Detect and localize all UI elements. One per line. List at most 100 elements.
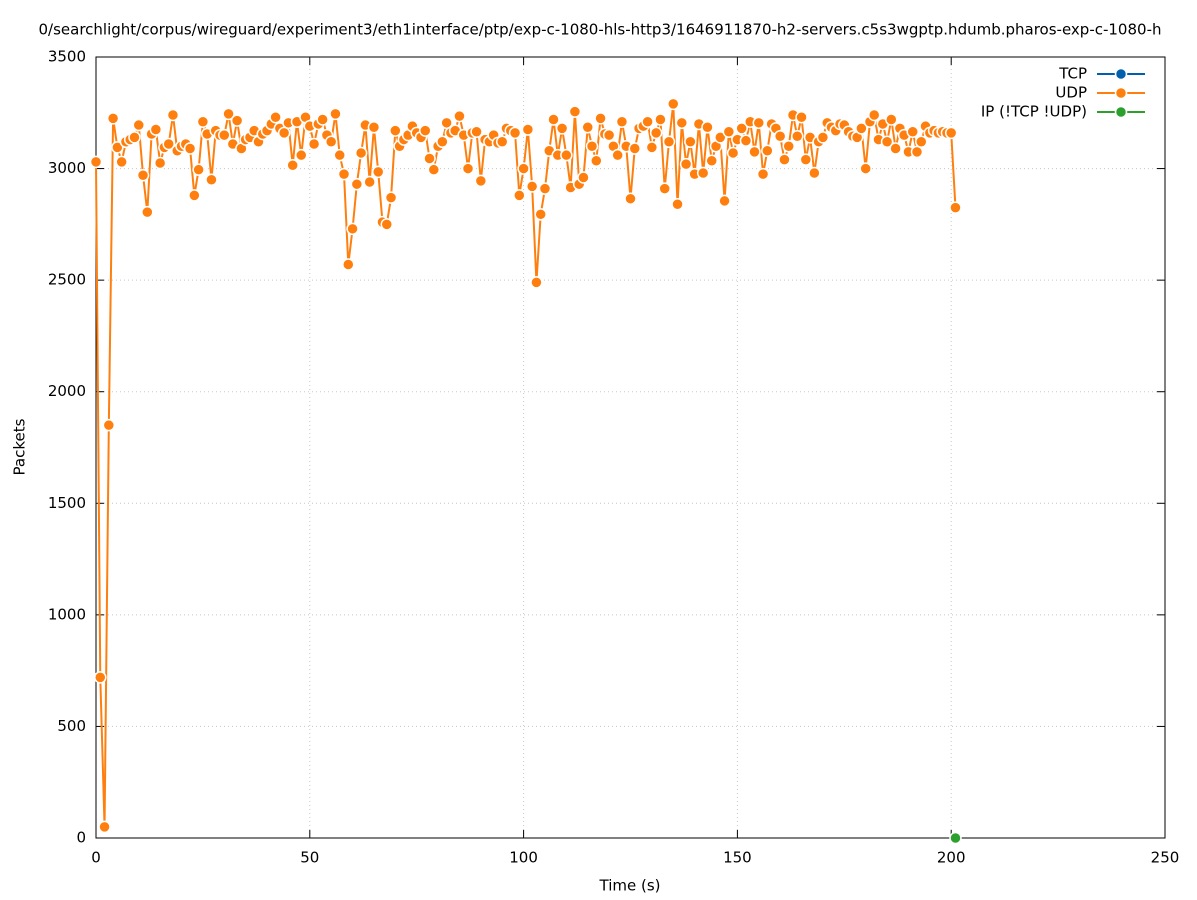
- data-point: [752, 116, 766, 130]
- data-point: [773, 129, 787, 143]
- data-point: [855, 122, 868, 135]
- data-point: [162, 137, 175, 151]
- data-point: [517, 162, 530, 175]
- data-point: [944, 126, 958, 140]
- data-point: [949, 831, 962, 845]
- x-tick-label: 100: [509, 849, 538, 867]
- data-point: [611, 148, 624, 162]
- data-point: [389, 124, 402, 137]
- data-point: [196, 115, 210, 128]
- data-point: [436, 135, 449, 149]
- data-point: [782, 140, 795, 153]
- x-axis-label: Time (s): [599, 877, 661, 895]
- data-point: [342, 258, 355, 271]
- data-point: [906, 125, 919, 139]
- y-tick-label: 3500: [48, 48, 86, 66]
- data-point: [880, 135, 894, 149]
- data-point: [560, 148, 573, 162]
- plot-frame: [95, 56, 1166, 839]
- data-point: [307, 137, 321, 151]
- data-point: [286, 158, 299, 172]
- data-point: [419, 124, 432, 137]
- data-point: [380, 218, 394, 231]
- data-point: [602, 128, 616, 142]
- data-point: [363, 175, 376, 189]
- data-point: [346, 222, 359, 236]
- data-point: [427, 163, 441, 176]
- data-point: [808, 166, 821, 180]
- data-point: [555, 122, 569, 135]
- y-tick-label: 2500: [48, 271, 86, 289]
- data-point: [735, 122, 748, 135]
- data-point: [714, 131, 727, 144]
- data-point: [722, 125, 736, 139]
- legend-label: TCP: [1058, 65, 1087, 83]
- y-tick-label: 1500: [48, 494, 86, 512]
- data-point: [371, 165, 385, 179]
- data-point: [867, 108, 881, 122]
- data-point: [222, 107, 235, 121]
- data-point: [153, 156, 167, 170]
- data-point: [581, 121, 594, 134]
- series-line: [95, 103, 957, 827]
- data-point: [106, 112, 120, 125]
- data-point: [718, 194, 731, 208]
- data-point: [949, 201, 962, 214]
- data-point: [166, 108, 180, 122]
- data-point: [132, 118, 146, 132]
- data-point: [641, 115, 654, 128]
- data-point: [791, 129, 804, 143]
- data-point: [98, 820, 111, 834]
- data-point: [615, 115, 629, 128]
- data-point: [568, 105, 582, 118]
- data-point: [799, 153, 813, 166]
- data-point: [705, 154, 718, 168]
- x-tick-label: 150: [723, 849, 752, 867]
- data-point: [294, 148, 308, 162]
- x-tick-label: 200: [937, 849, 966, 867]
- data-point: [534, 208, 547, 221]
- data-point: [192, 163, 205, 176]
- data-point: [889, 142, 902, 155]
- data-point: [474, 174, 488, 188]
- y-tick-label: 0: [76, 829, 86, 847]
- chart-title: 0/searchlight/corpus/wireguard/experimen…: [38, 21, 1161, 39]
- data-point: [679, 157, 693, 171]
- data-point: [756, 167, 770, 181]
- data-point: [739, 134, 753, 147]
- x-tick-label: 250: [1151, 849, 1180, 867]
- data-point: [590, 154, 603, 168]
- legend-label: IP (!TCP !UDP): [981, 103, 1087, 121]
- data-point: [115, 155, 128, 169]
- data-point: [671, 198, 684, 211]
- data-point: [594, 112, 607, 125]
- data-point: [538, 182, 552, 195]
- legend-marker: [1114, 105, 1128, 119]
- data-point: [149, 123, 163, 136]
- data-point: [329, 107, 342, 121]
- data-point: [525, 180, 539, 193]
- data-point: [269, 110, 282, 124]
- data-point: [495, 135, 509, 149]
- y-tick-label: 3000: [48, 159, 86, 177]
- data-point: [726, 146, 740, 160]
- legend-marker: [1114, 86, 1128, 100]
- data-point: [354, 146, 368, 160]
- data-point: [128, 131, 141, 144]
- data-point: [684, 135, 697, 149]
- data-point: [761, 144, 774, 157]
- y-tick-label: 2000: [48, 382, 86, 400]
- data-point: [577, 171, 590, 184]
- data-point: [513, 189, 526, 202]
- data-point: [885, 113, 898, 126]
- legend-marker: [1114, 67, 1128, 81]
- data-point: [778, 153, 791, 166]
- data-point: [102, 418, 116, 432]
- data-point: [183, 142, 197, 155]
- data-point: [367, 121, 381, 134]
- data-point: [205, 173, 218, 186]
- data-point: [859, 162, 872, 175]
- data-point: [915, 135, 928, 149]
- data-point: [585, 140, 599, 153]
